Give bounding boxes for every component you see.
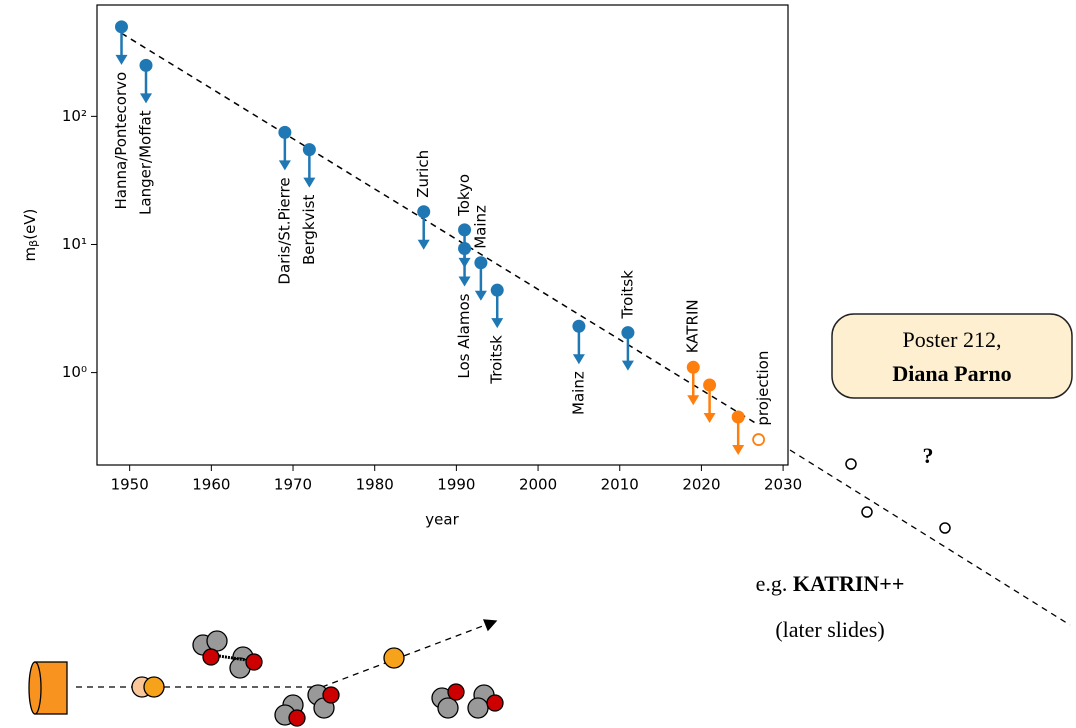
arrow-head <box>458 276 471 287</box>
note: (later slides) <box>775 617 884 642</box>
point-label: Daris/St.Pierre <box>275 177 293 284</box>
trend-extension <box>789 449 1071 626</box>
data-point <box>139 58 153 72</box>
x-tick-label: 2010 <box>601 476 639 494</box>
point-label: Langer/Moffat <box>137 110 155 215</box>
data-point <box>278 125 292 139</box>
point-label: Hanna/Pontecorvo <box>112 72 130 210</box>
point-label: Mainz <box>569 371 587 415</box>
point-label: Mainz <box>471 205 489 249</box>
data-point <box>703 378 717 392</box>
y-label-unit: (eV) <box>21 209 39 240</box>
point-label: KATRIN <box>684 299 702 353</box>
x-tick-label: 1970 <box>274 476 312 494</box>
data-point <box>115 20 129 34</box>
point-label: Los Alamos <box>455 293 473 378</box>
future-point <box>939 522 951 534</box>
data-point <box>490 283 504 297</box>
arrow-head <box>491 318 504 329</box>
poster-box <box>831 313 1073 399</box>
arrow-head <box>417 239 430 250</box>
plot-frame <box>96 4 789 466</box>
example-prefix: e.g. <box>756 571 788 596</box>
arrow-head <box>278 160 291 171</box>
point-label: projection <box>754 351 772 426</box>
illustration <box>28 619 504 727</box>
data-point <box>302 143 316 157</box>
x-tick-label: 2020 <box>682 476 720 494</box>
trend-line <box>121 32 759 426</box>
arrow-head <box>115 54 128 65</box>
point-label: Bergkvist <box>300 195 318 265</box>
y-label-subscript: β <box>27 240 40 247</box>
x-axis-label: year <box>425 511 459 529</box>
arrow-head <box>621 360 634 371</box>
arrow-head <box>732 445 745 456</box>
arrow-head <box>687 395 700 406</box>
arrow-head <box>703 413 716 424</box>
arrow-head <box>140 93 153 104</box>
data-point <box>731 410 745 424</box>
x-tick-label: 1980 <box>356 476 394 494</box>
y-tick-label: 10¹ <box>62 235 87 253</box>
x-tick-label: 1990 <box>437 476 475 494</box>
example-name: KATRIN++ <box>793 571 904 596</box>
y-tick-label: 10² <box>62 107 87 125</box>
data-point <box>474 256 488 270</box>
example: e.g. KATRIN++ <box>756 571 905 596</box>
poster-number: Poster 212, <box>903 327 1002 352</box>
data-point <box>752 433 765 446</box>
point-label: Troitsk <box>488 335 506 385</box>
plot: 1950 1960 1970 1980 1990 2000 2010 2020 2030 10⁰ 1… <box>62 20 802 494</box>
data-point <box>458 242 472 256</box>
data-point <box>621 326 635 340</box>
question-mark: ? <box>923 443 934 468</box>
point-label: Troitsk <box>618 270 636 320</box>
y-tick-label: 10⁰ <box>62 363 87 381</box>
future-point <box>845 458 857 470</box>
poster-author: Diana Parno <box>892 361 1011 386</box>
y-axis-label: mβ(eV) <box>21 209 41 262</box>
data-point <box>686 360 700 374</box>
future-point <box>861 506 873 518</box>
point-label: Zurich <box>414 150 432 198</box>
x-tick-label: 2000 <box>519 476 557 494</box>
x-tick-label: 1950 <box>111 476 149 494</box>
point-label: Tokyo <box>455 174 473 217</box>
arrow-head <box>303 177 316 188</box>
x-tick-label: 2030 <box>764 476 802 494</box>
arrow-head <box>474 290 487 301</box>
y-label-symbol: m <box>21 247 39 262</box>
data-point <box>458 223 472 237</box>
data-point <box>417 205 431 219</box>
arrow-head <box>572 354 585 365</box>
x-tick-label: 1960 <box>192 476 230 494</box>
data-point <box>572 319 586 333</box>
